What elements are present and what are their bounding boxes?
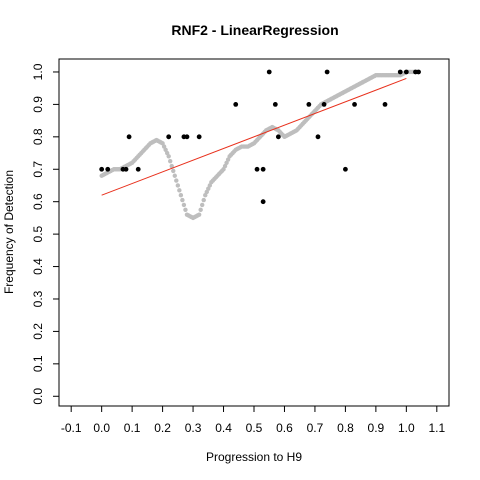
observed-point — [99, 166, 105, 172]
observed-point — [397, 69, 403, 75]
smoothed-point — [201, 197, 206, 203]
y-tick-label: 0.8 — [31, 128, 45, 145]
smoothed-point — [196, 212, 202, 217]
y-axis-label: Frequency of Detection — [2, 170, 16, 294]
observed-point — [105, 166, 111, 172]
observed-point — [126, 134, 132, 140]
y-tick-label: 0.0 — [31, 388, 45, 405]
y-tick-label: 0.2 — [31, 323, 45, 340]
y-axis: 0.0 0.1 0.2 0.3 0.4 0.5 0.6 0.7 0.8 0.9 1.0 — [31, 63, 59, 405]
y-tick-label: 0.6 — [31, 193, 45, 210]
observed-point — [306, 102, 312, 107]
smoothed-point — [166, 154, 171, 159]
smoothed-point — [200, 202, 205, 208]
chart-title: RNF2 - LinearRegression — [171, 22, 338, 38]
observed-point — [352, 102, 357, 107]
x-axis: -0.1 0.0 0.1 0.2 0.3 0.4 0.5 0.6 0.7 0.8 0.9 1.0 1.1 — [61, 406, 445, 435]
smoothed-point — [169, 163, 174, 169]
observed-point — [315, 134, 321, 140]
y-tick-label: 0.4 — [31, 258, 45, 275]
y-tick-label: 0.7 — [31, 161, 45, 178]
observed-point — [196, 134, 202, 140]
x-tick-label: 1.1 — [428, 421, 445, 435]
x-tick-label: 1.0 — [398, 421, 415, 435]
smoothed-point — [174, 178, 179, 183]
x-tick-label: 0.9 — [368, 421, 385, 435]
observed-point — [184, 134, 190, 140]
y-tick-label: 0.9 — [31, 96, 45, 113]
x-tick-label: -0.1 — [61, 421, 82, 435]
x-tick-label: 0.8 — [337, 421, 354, 435]
observed-point — [382, 102, 388, 107]
smoothed-point — [178, 193, 184, 198]
y-tick-label: 0.3 — [31, 290, 45, 307]
x-tick-label: 0.0 — [93, 421, 110, 435]
observed-point — [321, 102, 327, 107]
smoothed-point — [180, 197, 185, 203]
observed-point — [324, 69, 330, 75]
observed-point — [343, 166, 348, 172]
regression-series — [101, 77, 407, 196]
x-tick-label: 0.2 — [154, 421, 171, 435]
observed-point — [272, 102, 278, 107]
observed-point — [254, 166, 260, 172]
smoothed-point — [183, 207, 188, 212]
smoothed-point — [198, 207, 203, 212]
regression-line — [101, 77, 407, 196]
smoothed-point — [181, 202, 187, 208]
observed-point — [266, 69, 272, 75]
x-tick-label: 0.7 — [307, 421, 324, 435]
smoothed-point — [177, 188, 182, 193]
x-axis-label: Progression to H9 — [206, 450, 302, 464]
smoothed-point — [172, 173, 177, 178]
observed-point — [416, 69, 421, 75]
x-tick-label: 0.6 — [276, 421, 293, 435]
smoothed-series — [99, 69, 421, 221]
observed-point — [260, 199, 266, 205]
observed-series — [99, 69, 421, 205]
y-tick-label: 1.0 — [31, 63, 45, 80]
observed-point — [123, 166, 129, 172]
y-tick-label: 0.1 — [31, 355, 45, 372]
smoothed-point — [175, 183, 181, 188]
observed-point — [260, 166, 266, 172]
smoothed-point — [168, 158, 173, 164]
observed-point — [233, 102, 239, 107]
observed-point — [403, 69, 409, 75]
y-tick-label: 0.5 — [31, 225, 45, 242]
x-tick-label: 0.5 — [246, 421, 263, 435]
x-tick-label: 0.3 — [185, 421, 202, 435]
observed-point — [135, 166, 141, 172]
plot-frame — [58, 58, 450, 407]
observed-point — [275, 134, 281, 140]
observed-point — [166, 134, 172, 140]
smoothed-point — [171, 168, 176, 174]
x-tick-label: 0.1 — [124, 421, 141, 435]
x-tick-label: 0.4 — [215, 421, 232, 435]
